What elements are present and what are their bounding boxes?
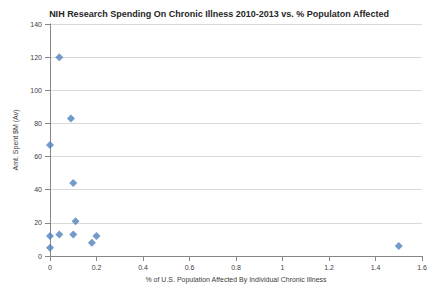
svg-text:1.6: 1.6 (417, 264, 427, 271)
svg-text:0.2: 0.2 (92, 264, 102, 271)
svg-text:40: 40 (34, 186, 42, 193)
svg-text:120: 120 (30, 54, 42, 61)
svg-text:0.8: 0.8 (231, 264, 241, 271)
svg-text:NIH Research Spending On Chron: NIH Research Spending On Chronic Illness… (49, 9, 389, 19)
svg-text:1.4: 1.4 (371, 264, 381, 271)
svg-text:20: 20 (34, 219, 42, 226)
svg-text:Amt. Spent $M (Av): Amt. Spent $M (Av) (12, 110, 20, 171)
svg-text:80: 80 (34, 120, 42, 127)
svg-text:1: 1 (281, 264, 285, 271)
svg-text:0: 0 (38, 253, 42, 260)
svg-text:60: 60 (34, 153, 42, 160)
svg-text:1.2: 1.2 (324, 264, 334, 271)
svg-text:140: 140 (30, 21, 42, 28)
svg-text:0.6: 0.6 (185, 264, 195, 271)
svg-text:% of U.S. Population Affected: % of U.S. Population Affected By Individ… (145, 276, 327, 284)
svg-text:100: 100 (30, 87, 42, 94)
svg-text:0.4: 0.4 (138, 264, 148, 271)
svg-text:0: 0 (48, 264, 52, 271)
